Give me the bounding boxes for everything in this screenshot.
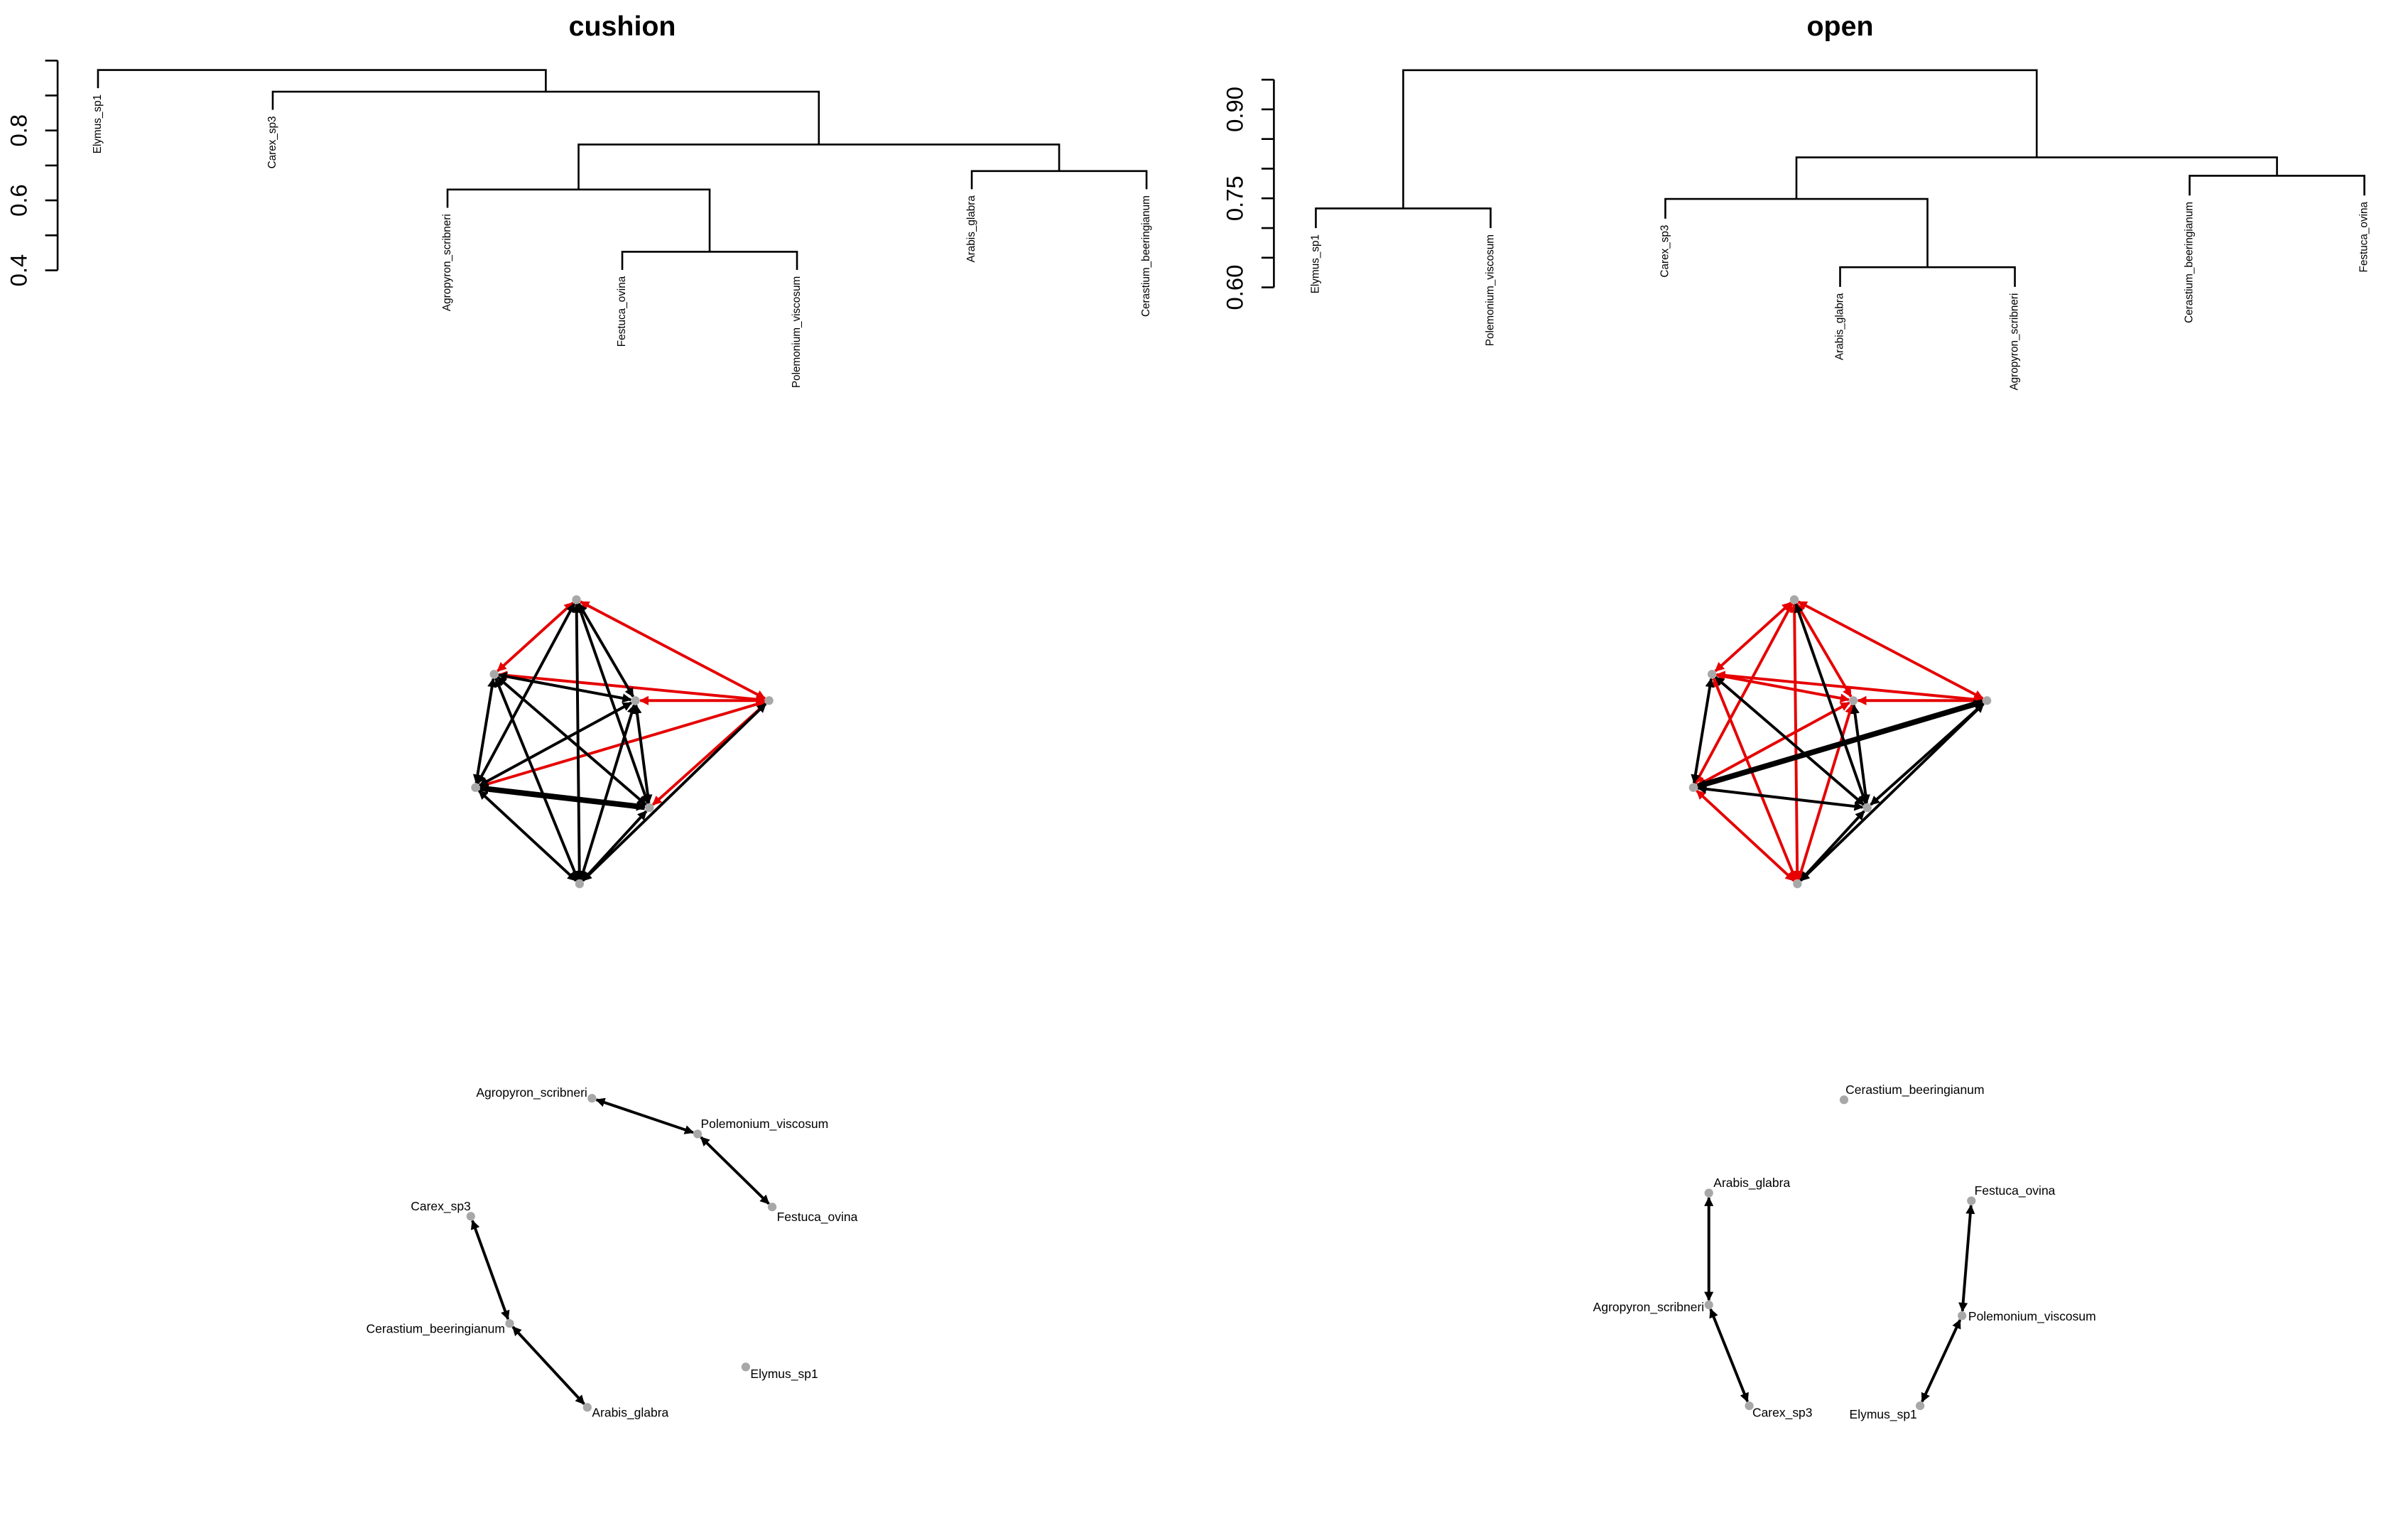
node [575, 879, 585, 889]
chart-title: open [1807, 11, 1874, 42]
dendrogram-link [1839, 266, 2016, 287]
leaf-label: Cerastium_beeringianum [2184, 202, 2196, 323]
node-label: Festuca_ovina [777, 1210, 858, 1225]
node-label: Cerastium_beeringianum [367, 1322, 505, 1337]
dendrogram-link [446, 188, 711, 252]
leaf-label: Agropyron_scribneri [2009, 293, 2021, 391]
edge [470, 1220, 510, 1321]
node [767, 1203, 777, 1212]
node [1839, 1095, 1849, 1105]
node [631, 696, 640, 705]
dendrogram-link [97, 69, 547, 92]
node [1983, 696, 1992, 705]
dendrogram-link [1664, 197, 1929, 268]
node-label: Arabis_glabra [1713, 1176, 1790, 1191]
node-label: Elymus_sp1 [1850, 1407, 1917, 1422]
node [1967, 1196, 1976, 1205]
leaf-label: Carex_sp3 [266, 116, 278, 168]
dendrogram-link [1315, 207, 1492, 229]
node [466, 1212, 475, 1221]
leaf-label: Carex_sp3 [1659, 225, 1671, 278]
node-label: Cerastium_beeringianum [1845, 1083, 1984, 1097]
node-label: Agropyron_scribneri [476, 1085, 587, 1100]
node [1688, 783, 1698, 792]
dendrogram-link [577, 143, 1061, 190]
edge [1697, 784, 1864, 811]
node [1958, 1311, 1967, 1321]
edge [1714, 602, 1792, 673]
node [1704, 1300, 1713, 1310]
node [645, 803, 654, 813]
chart-title: cushion [569, 11, 676, 42]
node [572, 595, 581, 604]
edge [511, 1325, 585, 1405]
edge [1709, 1308, 1749, 1403]
node-label: Polemonium_viscosum [700, 1117, 828, 1132]
node [1704, 1188, 1713, 1198]
dendrogram-link [621, 251, 798, 271]
y-tick-label: 0.6 [5, 184, 31, 217]
y-tick-label: 0.60 [1222, 265, 1248, 310]
y-tick-label: 0.4 [5, 254, 31, 287]
node [505, 1319, 514, 1328]
edge [1696, 789, 1795, 882]
node [1789, 595, 1799, 604]
node [587, 1093, 597, 1103]
leaf-label: Polemonium_viscosum [791, 276, 803, 388]
leaf-label: Cerastium_beeringianum [1140, 195, 1152, 317]
y-tick-label: 0.8 [5, 114, 31, 147]
edge [479, 784, 646, 811]
edge [595, 1097, 695, 1134]
node [764, 696, 774, 705]
y-tick-label: 0.75 [1222, 175, 1248, 221]
node [471, 783, 480, 792]
edge [572, 603, 585, 881]
leaf-label: Agropyron_scribneri [441, 214, 453, 311]
node [1707, 669, 1717, 679]
dendrogram-link [1402, 69, 2038, 209]
node [1793, 879, 1802, 889]
edge [1799, 810, 1865, 882]
edge [582, 703, 767, 882]
edge [477, 789, 577, 882]
edge [1921, 1319, 1962, 1403]
y-tick-label: 0.90 [1222, 87, 1248, 132]
leaf-label: Festuca_ovina [2358, 201, 2370, 272]
dendrogram-link [2189, 175, 2365, 196]
node-label: Elymus_sp1 [750, 1367, 818, 1382]
node-label: Agropyron_scribneri [1593, 1300, 1704, 1315]
node [741, 1362, 750, 1372]
edge [700, 1136, 770, 1205]
node-label: Polemonium_viscosum [1968, 1309, 2096, 1324]
edge [1958, 1204, 1975, 1313]
node-label: Arabis_glabra [592, 1406, 668, 1421]
node [1862, 803, 1872, 813]
edge [1789, 603, 1802, 881]
node-label: Carex_sp3 [1752, 1406, 1813, 1421]
leaf-label: Arabis_glabra [965, 195, 977, 263]
leaf-label: Festuca_ovina [616, 276, 628, 347]
node [1916, 1401, 1925, 1411]
leaf-label: Arabis_glabra [1834, 293, 1846, 360]
dendrogram-link [271, 90, 820, 145]
node [1745, 1401, 1754, 1411]
node [489, 669, 499, 679]
leaf-label: Elymus_sp1 [92, 94, 104, 153]
leaf-label: Polemonium_viscosum [1485, 234, 1497, 346]
dendrogram-link [970, 170, 1148, 190]
node [1848, 696, 1858, 705]
node [693, 1129, 703, 1139]
node [582, 1403, 592, 1412]
edge [497, 602, 574, 673]
leaf-label: Elymus_sp1 [1310, 234, 1322, 293]
node-label: Festuca_ovina [1975, 1183, 2056, 1198]
dendrogram-link [1795, 156, 2278, 200]
node-label: Carex_sp3 [411, 1199, 471, 1214]
